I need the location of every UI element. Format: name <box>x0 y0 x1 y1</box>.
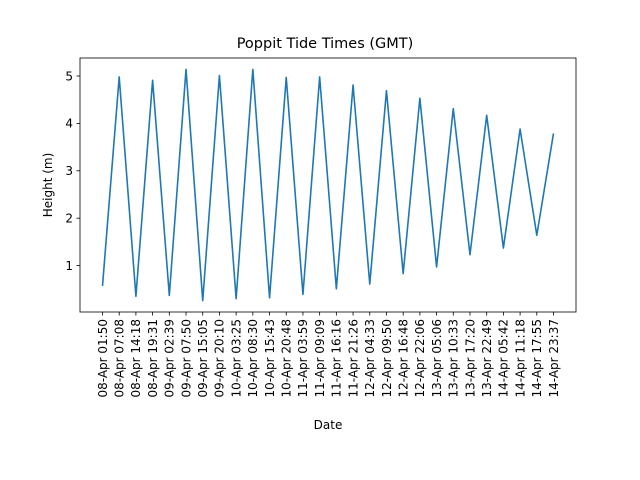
x-tick-label: 11-Apr 16:16 <box>330 319 344 398</box>
x-tick-label: 10-Apr 15:43 <box>263 319 277 398</box>
x-axis-label: Date <box>314 418 343 432</box>
x-tick-label: 10-Apr 20:48 <box>280 319 294 398</box>
y-axis-label: Height (m) <box>41 153 55 218</box>
x-tick-label: 14-Apr 05:42 <box>497 319 511 398</box>
x-tick-label: 12-Apr 22:06 <box>413 319 427 398</box>
x-tick-label: 14-Apr 11:18 <box>513 319 527 398</box>
y-tick-label: 1 <box>65 259 73 273</box>
series-line <box>101 68 555 302</box>
x-tick-label: 14-Apr 23:37 <box>547 319 561 398</box>
x-tick-label: 09-Apr 07:50 <box>179 319 193 398</box>
x-tick-label: 09-Apr 15:05 <box>196 319 210 398</box>
x-tick-label: 08-Apr 01:50 <box>96 319 110 398</box>
y-tick-label: 3 <box>65 164 73 178</box>
x-tick-label: 11-Apr 03:59 <box>296 319 310 398</box>
x-tick-label: 12-Apr 16:48 <box>396 319 410 398</box>
x-tick-label: 13-Apr 17:20 <box>463 319 477 398</box>
x-tick-label: 10-Apr 08:30 <box>246 319 260 398</box>
x-tick-label: 08-Apr 19:31 <box>146 319 160 398</box>
plot-area <box>101 68 555 302</box>
x-tick-label: 12-Apr 09:50 <box>380 319 394 398</box>
axes-frame <box>79 57 577 313</box>
y-tick-label: 4 <box>65 117 73 131</box>
x-tick-label: 11-Apr 09:09 <box>313 319 327 398</box>
y-axis: 1 2 3 4 5 <box>65 69 80 273</box>
x-tick-label: 09-Apr 02:39 <box>163 319 177 398</box>
x-tick-label: 13-Apr 10:33 <box>447 319 461 398</box>
y-tick-label: 2 <box>65 211 73 225</box>
x-tick-label: 12-Apr 04:33 <box>363 319 377 398</box>
x-tick-label: 14-Apr 17:55 <box>530 319 544 398</box>
x-axis: 08-Apr 01:50 08-Apr 07:08 08-Apr 14:18 08-A… <box>96 312 561 398</box>
x-tick-label: 10-Apr 03:25 <box>229 319 243 398</box>
x-tick-label: 11-Apr 21:26 <box>346 319 360 398</box>
chart-title: Poppit Tide Times (GMT) <box>237 36 414 52</box>
x-tick-label: 09-Apr 20:10 <box>213 319 227 398</box>
x-tick-label: 13-Apr 05:06 <box>430 319 444 398</box>
y-tick-label: 5 <box>65 69 73 83</box>
x-tick-label: 13-Apr 22:49 <box>480 319 494 398</box>
x-tick-label: 08-Apr 07:08 <box>113 319 127 398</box>
x-tick-label: 08-Apr 14:18 <box>129 319 143 398</box>
